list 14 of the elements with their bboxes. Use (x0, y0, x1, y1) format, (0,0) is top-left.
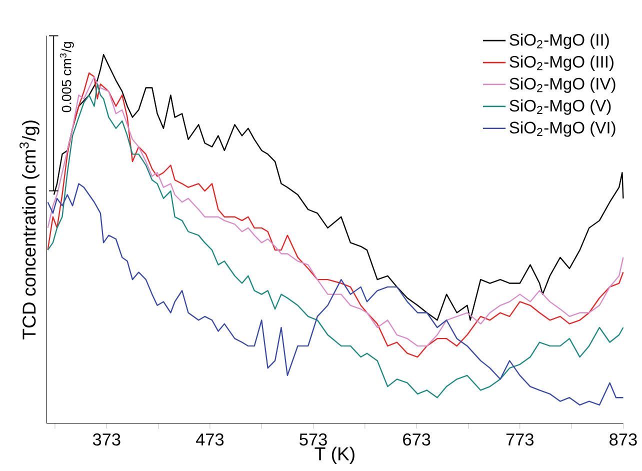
x-tick-label: 473 (196, 433, 224, 446)
annotation: 0.005 cm$^{3}$/g (60, 42, 74, 112)
x-axis-title: T (K) (314, 446, 354, 464)
legend-label: SiO$_{2}$-MgO (II) (510, 34, 609, 49)
x-tick-label: 373 (92, 433, 120, 446)
x-tick-label: 673 (403, 433, 430, 446)
x-tick-label: 873 (610, 433, 637, 446)
y-axis-title: TCD concentration (cm$^{3}$/g) (20, 120, 40, 340)
x-tick-label: 573 (300, 433, 327, 446)
legend-label: SiO$_{2}$-MgO (IV) (510, 77, 616, 93)
legend-label: SiO$_{2}$-MgO (III) (510, 55, 614, 71)
legend-label: SiO$_{2}$-MgO (VI) (510, 121, 616, 137)
x-tick-label: 773 (506, 433, 534, 446)
legend-label: SiO$_{2}$-MgO (V) (510, 99, 611, 115)
